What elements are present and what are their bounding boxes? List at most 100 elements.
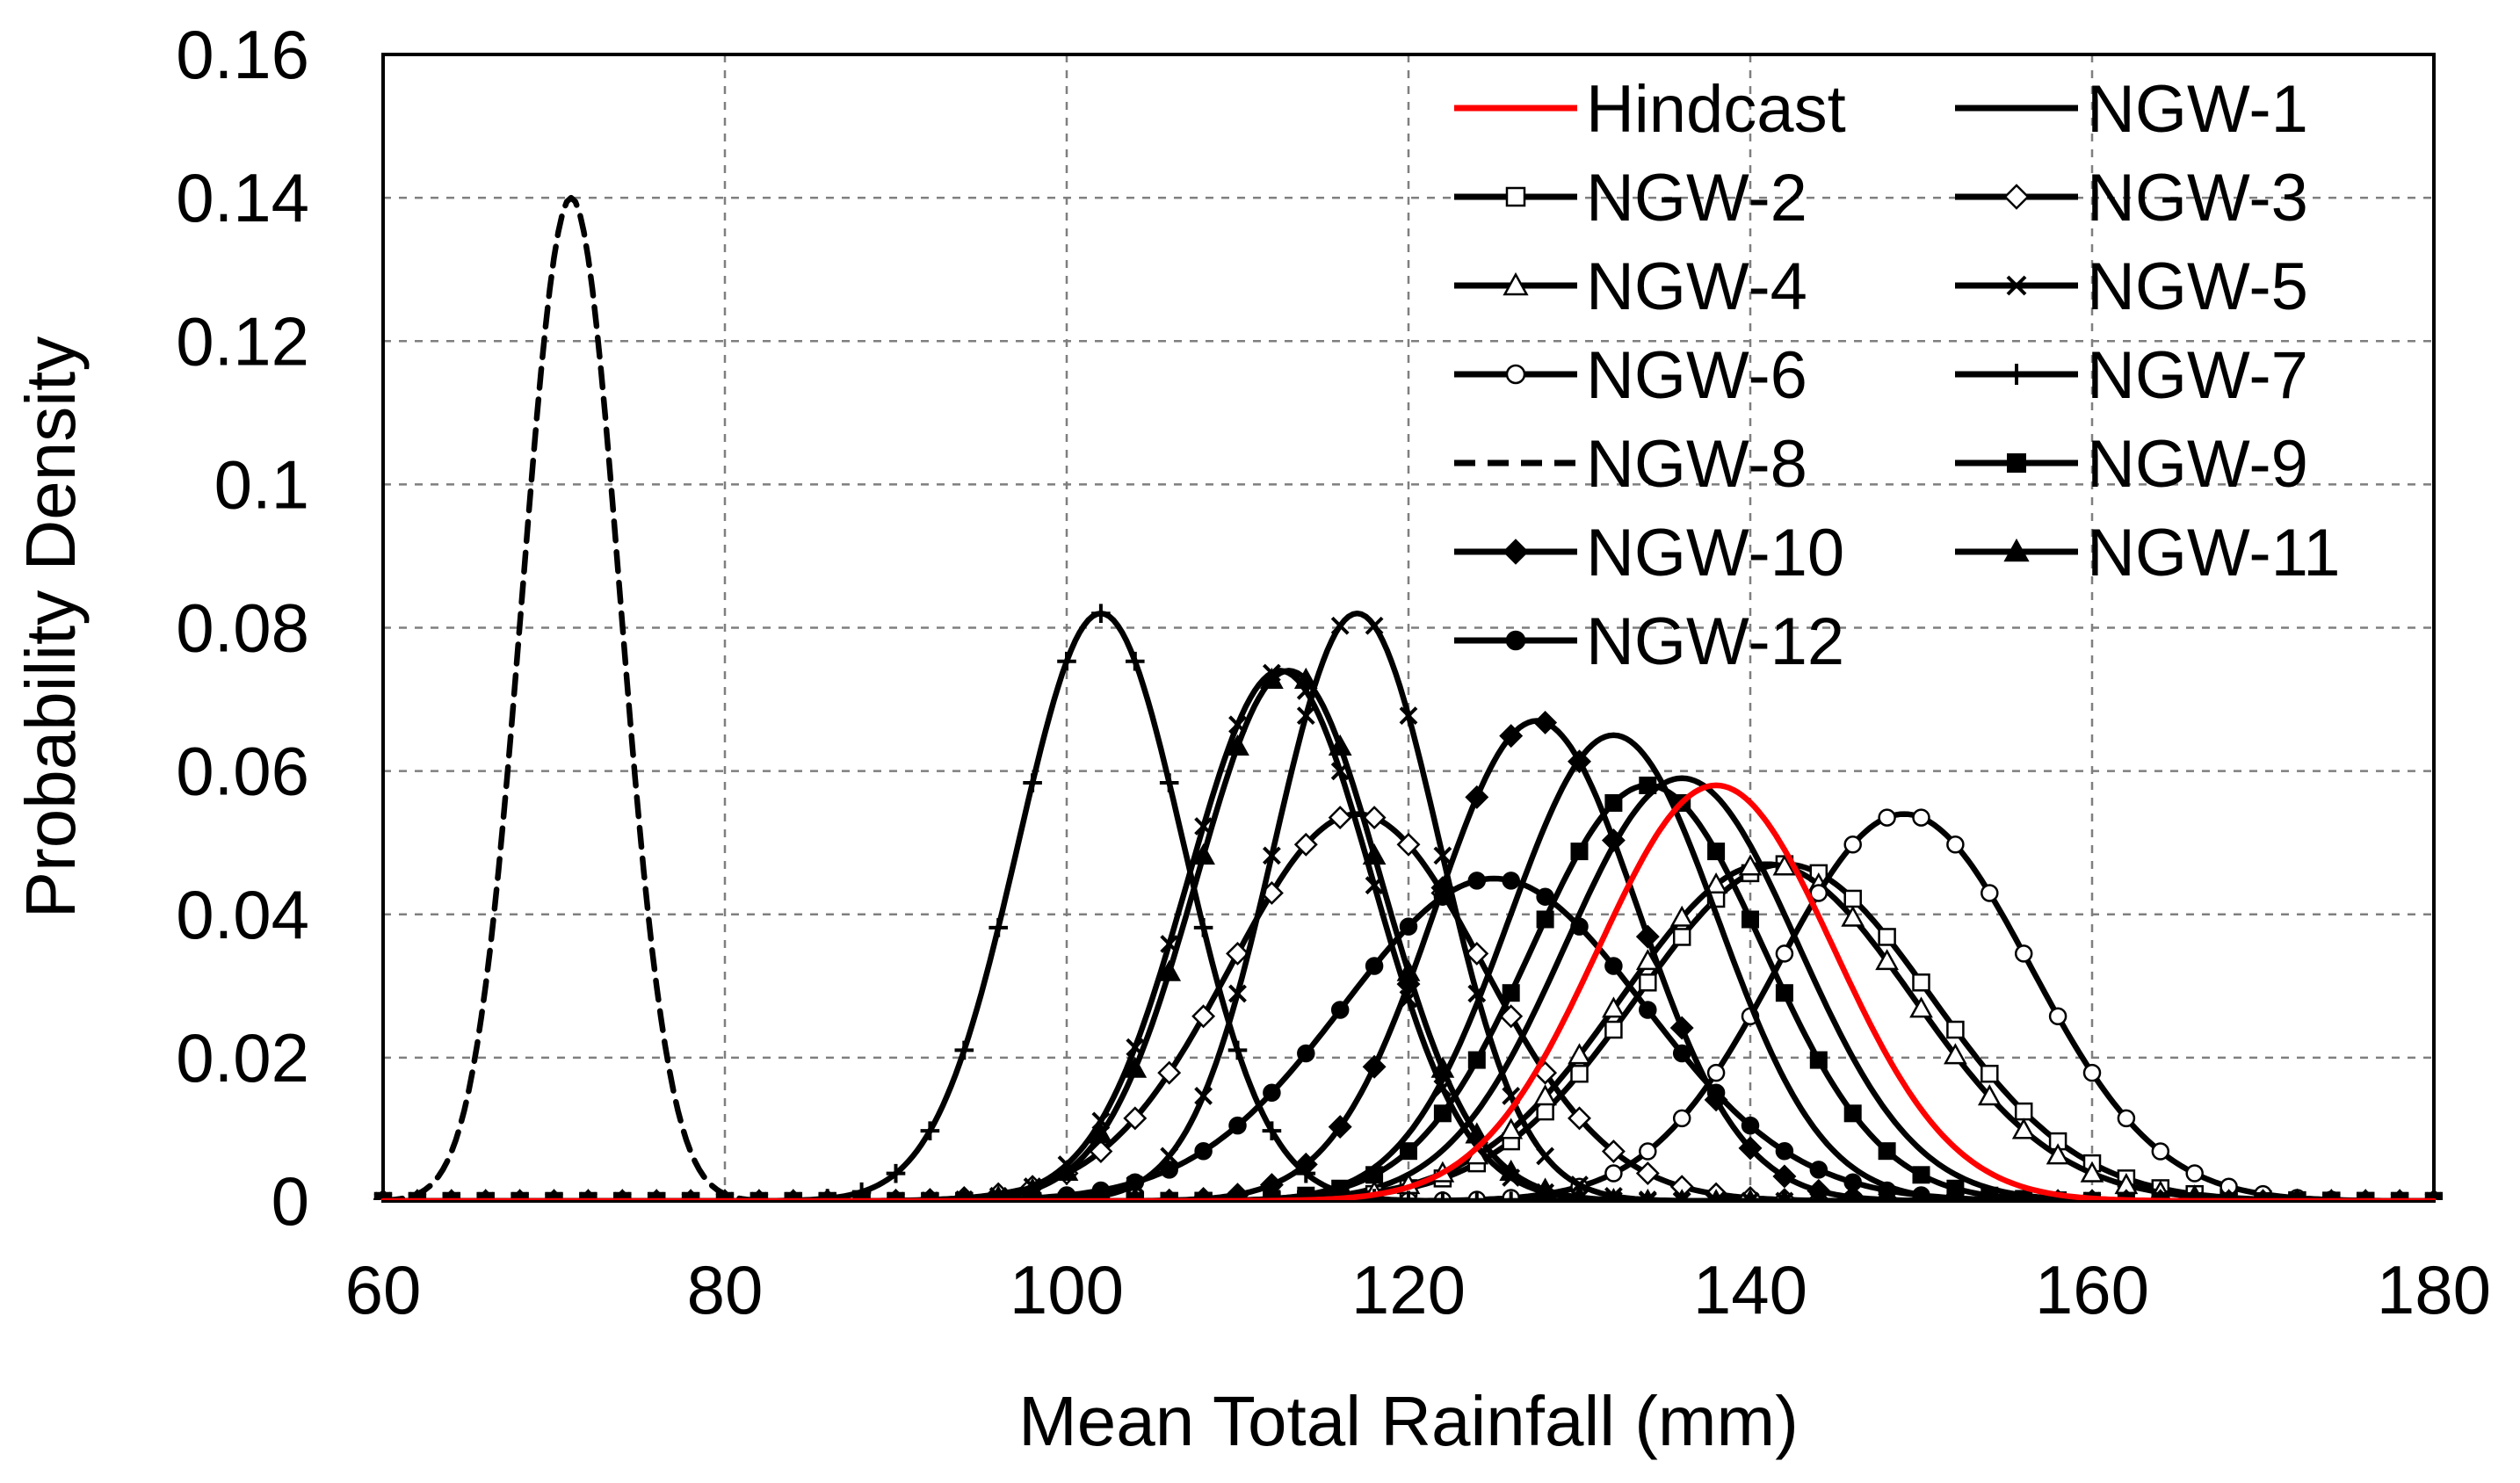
legend-label: Hindcast [1586, 72, 1846, 147]
marker-x [1775, 1191, 1794, 1200]
marker-plus [886, 1163, 906, 1183]
legend-entry: NGW-5 [1955, 250, 2308, 324]
marker-diamond [1226, 1183, 1249, 1200]
marker-x [2287, 1191, 2306, 1200]
marker-x [1228, 984, 1247, 1003]
marker-square [1775, 984, 1793, 1002]
marker-diamond [1328, 806, 1352, 830]
legend-label: NGW-9 [2087, 427, 2308, 502]
marker-x [1878, 1191, 1897, 1200]
marker-diamond [2003, 184, 2030, 210]
marker-x [1433, 846, 1452, 865]
legend-label: NGW-7 [2087, 338, 2308, 413]
marker-triangle [2003, 538, 2030, 562]
marker-circle [1843, 836, 1862, 854]
marker-x [476, 1191, 496, 1200]
marker-plus [1057, 651, 1076, 671]
marker-triangle [1669, 905, 1694, 927]
marker-square [1536, 910, 1554, 929]
marker-triangle [1909, 996, 1933, 1018]
marker-plus [1227, 1040, 1248, 1060]
marker-square [1570, 843, 1589, 861]
marker-circle [1775, 944, 1794, 963]
marker-circle [1467, 872, 1487, 890]
marker-plus [1091, 604, 1111, 623]
x-tick-label: 140 [1693, 1251, 1807, 1328]
series-hindcast [380, 782, 2437, 1200]
marker-diamond [1123, 1106, 1148, 1131]
legend-label: NGW-8 [1586, 427, 1807, 502]
marker-x [2321, 1191, 2341, 1200]
marker-triangle [1704, 872, 1728, 894]
legend-entry: NGW-12 [1454, 604, 1844, 679]
marker-x [1296, 706, 1315, 726]
marker-triangle [1533, 1084, 1557, 1106]
marker-diamond [1226, 941, 1249, 966]
legend-entry: Hindcast [1454, 72, 1846, 147]
series-line [380, 732, 2437, 1200]
marker-square [1400, 1142, 1417, 1161]
marker-x [2117, 1191, 2136, 1200]
marker-circle [1843, 1173, 1862, 1191]
y-tick-label: 0.04 [176, 876, 309, 953]
marker-x [2185, 1191, 2205, 1200]
marker-plus [1159, 773, 1179, 792]
marker-square [1604, 793, 1623, 812]
marker-circle [1912, 808, 1930, 827]
marker-x [2356, 1191, 2375, 1200]
marker-triangle [1533, 1177, 1557, 1199]
marker-x [1570, 1176, 1589, 1194]
legend: Hindcast NGW-1 NGW-2 NGW-3 NGW-4 NGW-5 NGW-6 NG… [1454, 72, 2341, 679]
marker-x [2219, 1191, 2239, 1200]
marker-x [681, 1191, 700, 1200]
marker-triangle [1123, 1056, 1148, 1078]
marker-plus [1501, 1191, 1521, 1200]
legend-label: NGW-3 [2087, 161, 2308, 235]
marker-triangle [1571, 1184, 1588, 1200]
series-curves [373, 194, 2443, 1200]
marker-diamond [1124, 1189, 1147, 1200]
legend-label: NGW-12 [1586, 604, 1844, 679]
marker-x [647, 1191, 666, 1200]
marker-circle [1297, 1044, 1315, 1063]
marker-circle [1263, 1083, 1281, 1102]
marker-triangle [1977, 1084, 2002, 1106]
marker-triangle [1191, 843, 1215, 865]
marker-plus [1262, 1121, 1282, 1140]
marker-x [2254, 1191, 2272, 1200]
marker-diamond [1669, 1016, 1694, 1040]
marker-square [1639, 973, 1657, 992]
marker-circle [1706, 1063, 1726, 1082]
marker-plus [1467, 1191, 1487, 1200]
marker-x [2006, 275, 2027, 296]
marker-plus [2006, 364, 2027, 385]
marker-plus [920, 1121, 940, 1140]
marker-x [887, 1191, 905, 1200]
legend-entry: NGW-8 [1454, 427, 1807, 502]
series-line [380, 782, 2437, 1200]
marker-x [578, 1191, 597, 1200]
marker-diamond [1503, 539, 1529, 565]
marker-triangle [1260, 667, 1284, 689]
marker-triangle [1772, 854, 1797, 876]
legend-label: NGW-1 [2087, 72, 2308, 147]
y-tick-label: 0.02 [176, 1019, 309, 1096]
marker-circle [1672, 1109, 1691, 1128]
marker-circle [1706, 1083, 1726, 1102]
marker-square [1672, 928, 1691, 946]
marker-x [1023, 1191, 1042, 1200]
marker-diamond [1191, 1004, 1216, 1029]
legend-entry: NGW-9 [1955, 427, 2308, 502]
series-unlabeled-13 [373, 610, 2443, 1200]
marker-x [1126, 1176, 1145, 1194]
marker-circle [1878, 808, 1896, 827]
marker-x [2151, 1191, 2170, 1200]
marker-plus [1433, 1191, 1452, 1200]
marker-triangle [1362, 843, 1387, 865]
marker-diamond [1362, 806, 1387, 830]
marker-diamond [1533, 710, 1558, 734]
marker-x [545, 1191, 563, 1200]
marker-circle [1330, 1001, 1350, 1019]
marker-circle [2048, 1007, 2067, 1026]
